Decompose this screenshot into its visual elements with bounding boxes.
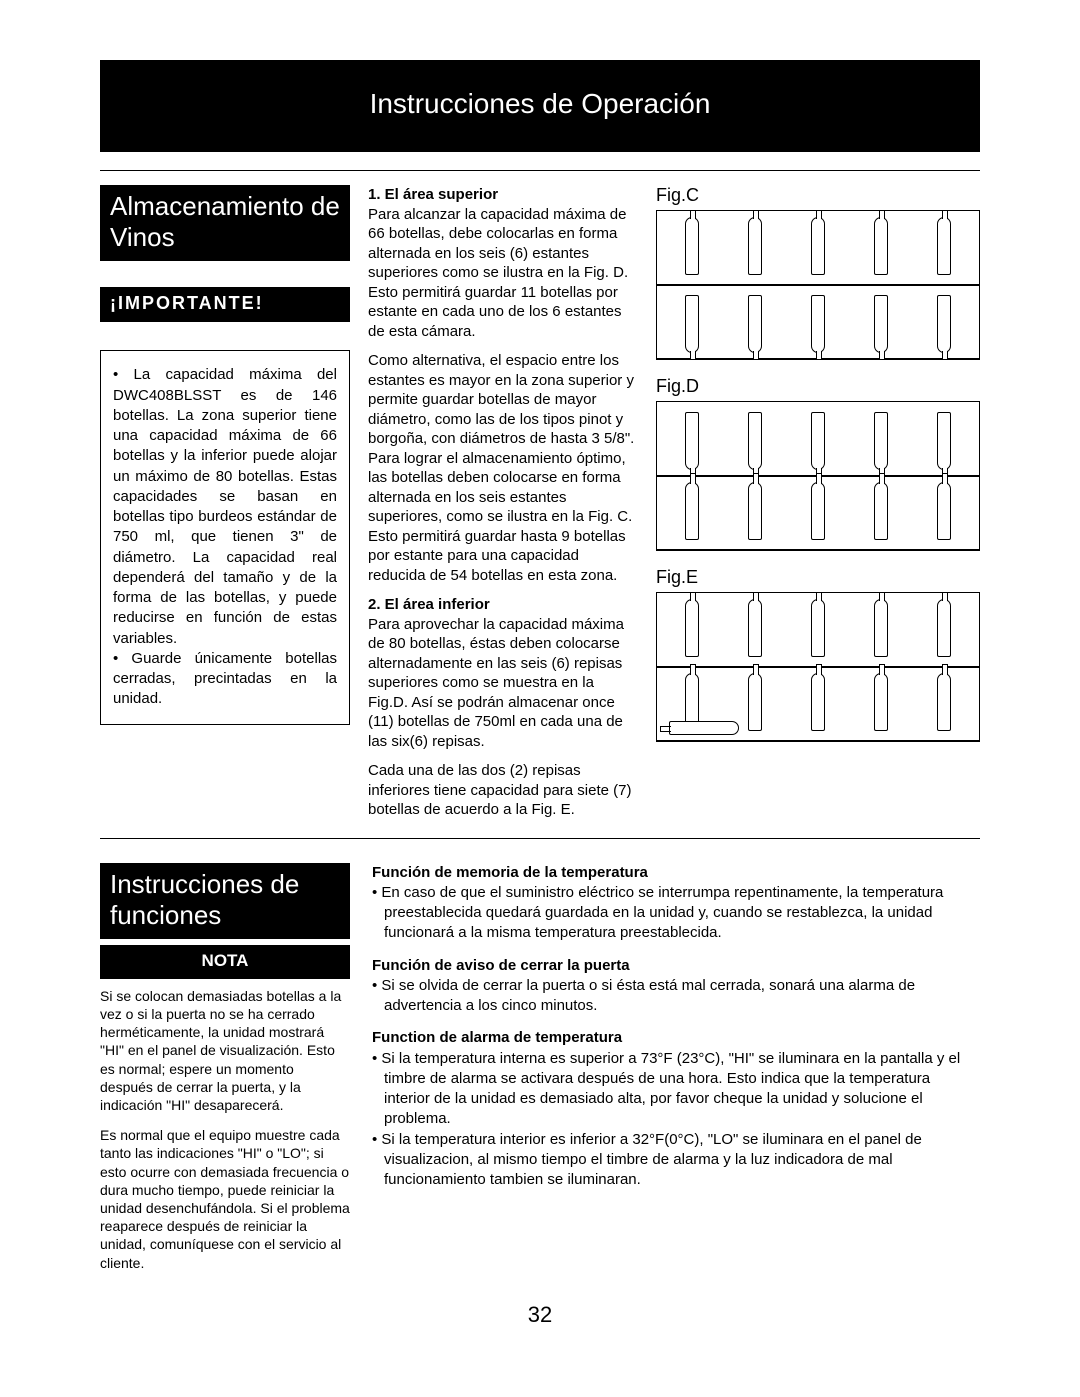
features: Función de memoria de la temperaturaEn c… xyxy=(372,863,980,1284)
area-sup-h: 1. El área superior xyxy=(368,185,638,205)
functions-title: Instrucciones de funciones xyxy=(100,863,350,939)
feature-item: Si se olvida de cerrar la puerta o si és… xyxy=(372,976,980,1017)
important-label: ¡IMPORTANTE! xyxy=(100,287,350,322)
feature-list: Si la temperatura interna es superior a … xyxy=(372,1049,980,1191)
storage-title: Almacenamiento de Vinos xyxy=(100,185,350,261)
feature-list: Si se olvida de cerrar la puerta o si és… xyxy=(372,976,980,1017)
nota-label: NOTA xyxy=(100,945,350,979)
fig-c-label: Fig.C xyxy=(656,185,980,206)
figures-column: Fig.C Fig.D Fig.E xyxy=(656,185,980,820)
page-banner: Instrucciones de Operación xyxy=(100,60,980,152)
figure-d xyxy=(656,401,980,551)
fig-d-label: Fig.D xyxy=(656,376,980,397)
nota-body: Si se colocan demasiadas botellas a la v… xyxy=(100,987,350,1272)
nota-p1: Si se colocan demasiadas botellas a la v… xyxy=(100,987,350,1114)
feature-heading: Function de alarma de temperatura xyxy=(372,1028,980,1048)
divider xyxy=(100,170,980,171)
important-p2: • Guarde únicamente botellas cerradas, p… xyxy=(113,649,337,710)
important-p1: • La capacidad máxima del DWC408BLSST es… xyxy=(113,365,337,649)
nota-p2: Es normal que el equipo muestre cada tan… xyxy=(100,1126,350,1272)
feature-heading: Función de aviso de cerrar la puerta xyxy=(372,956,980,976)
feature-list: En caso de que el suministro eléctrico s… xyxy=(372,883,980,944)
feature-item: Si la temperatura interior es inferior a… xyxy=(372,1130,980,1191)
page-number: 32 xyxy=(100,1302,980,1328)
storage-body: 1. El área superior Para alcanzar la cap… xyxy=(368,185,638,820)
fig-e-label: Fig.E xyxy=(656,567,980,588)
functions-section: Instrucciones de funciones NOTA Si se co… xyxy=(100,863,980,1284)
area-inf-h: 2. El área inferior xyxy=(368,595,638,615)
figure-e xyxy=(656,592,980,742)
storage-section: Almacenamiento de Vinos ¡IMPORTANTE! • L… xyxy=(100,185,980,820)
important-box: • La capacidad máxima del DWC408BLSST es… xyxy=(100,350,350,724)
area-inf-p1: Para aprovechar la capacidad máxima de 8… xyxy=(368,615,638,752)
area-inf-p2: Cada una de las dos (2) repisas inferior… xyxy=(368,761,638,820)
feature-heading: Función de memoria de la temperatura xyxy=(372,863,980,883)
divider xyxy=(100,838,980,839)
feature-item: Si la temperatura interna es superior a … xyxy=(372,1049,980,1130)
feature-item: En caso de que el suministro eléctrico s… xyxy=(372,883,980,944)
area-sup-p2: Como alternativa, el espacio entre los e… xyxy=(368,351,638,585)
area-sup-p1: Para alcanzar la capacidad máxima de 66 … xyxy=(368,205,638,342)
figure-c xyxy=(656,210,980,360)
